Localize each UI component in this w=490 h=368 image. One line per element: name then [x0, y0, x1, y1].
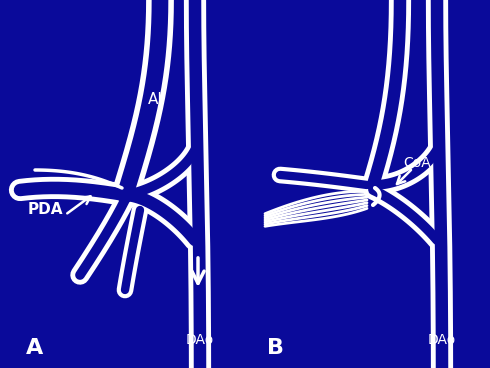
Text: DAo: DAo [428, 333, 456, 347]
Text: AI: AI [147, 92, 163, 107]
Text: A: A [26, 338, 44, 358]
Text: PDA: PDA [28, 202, 64, 217]
Text: CoA: CoA [403, 156, 431, 170]
Text: DAo: DAo [186, 333, 214, 347]
Text: B: B [267, 338, 284, 358]
